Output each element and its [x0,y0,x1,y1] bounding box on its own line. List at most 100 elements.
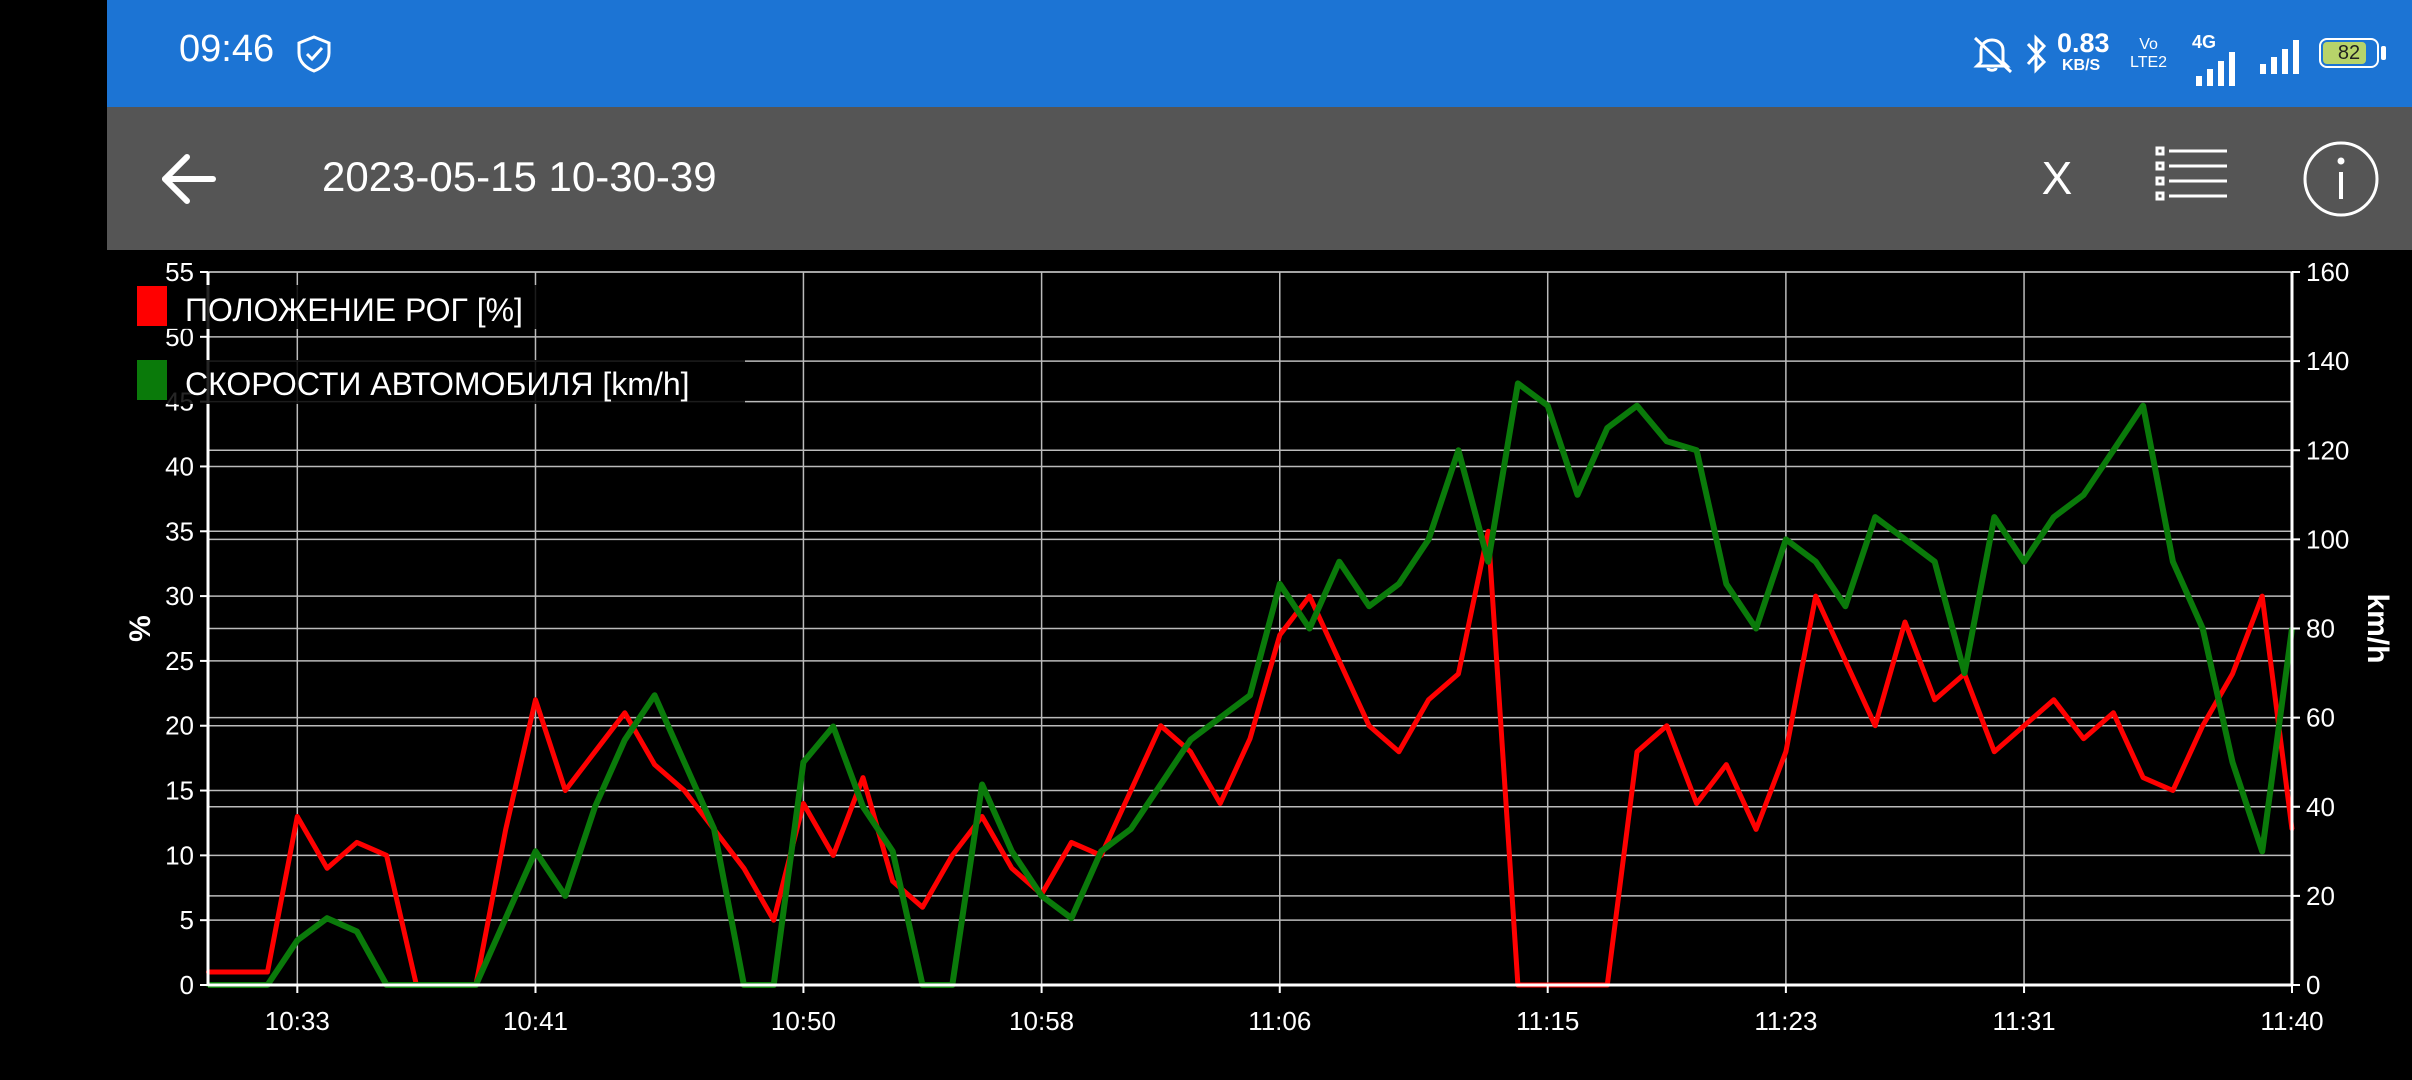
right-tick-label: 60 [2306,703,2335,733]
status-icons: 0.83 KB/S Vo LTE2 4G 82 [1812,0,2412,107]
data-point-red [2200,723,2205,728]
x-tick-label: 11:23 [1754,1006,1817,1036]
right-tick-label: 80 [2306,614,2335,644]
close-button[interactable]: X [2041,152,2073,204]
data-point-green [890,849,895,854]
data-point-green [1486,559,1491,564]
series-layer [206,380,2295,988]
data-point-green [325,916,330,921]
data-point-red [1694,801,1699,806]
volte-bottom: LTE2 [2130,54,2168,71]
chart-area[interactable]: 0510152025303540455055020406080100120140… [0,250,2412,1080]
data-point-green [1635,403,1639,408]
back-arrow-icon [162,154,216,204]
back-button[interactable] [157,147,221,211]
battery-cap [2381,46,2386,60]
data-point-green [1575,492,1580,497]
data-point-green [1813,559,1818,564]
data-point-red [503,827,508,832]
data-point-green [295,938,300,943]
data-point-green [1694,448,1699,453]
data-point-red [1158,723,1163,728]
x-tick-label: 11:31 [1992,1006,2055,1036]
data-point-red [1486,529,1491,534]
x-tick-label: 11:06 [1248,1006,1311,1036]
data-point-red [1724,762,1729,767]
legend: ПОЛОЖЕНИЕ РОГ [%] СКОРОСТИ АВТОМОБИЛЯ [k… [135,285,745,404]
left-tick-label: 0 [180,970,194,1000]
left-tick-label: 5 [180,905,194,935]
right-tick-label: 40 [2306,792,2335,822]
data-point-green [1754,626,1759,631]
data-point-green [2051,515,2056,520]
data-point-red [980,814,985,819]
data-point-red [801,801,806,806]
left-tick-label: 40 [165,451,194,481]
x-tick-label: 10:33 [265,1006,330,1036]
data-point-red [890,879,895,884]
left-tick-label: 35 [165,516,194,546]
data-point-green [2230,760,2235,765]
net-speed-unit: KB/S [2062,57,2101,74]
battery-level: 82 [2337,42,2361,64]
battery-icon: 82 [2319,38,2379,68]
right-tick-label: 20 [2306,881,2335,911]
data-point-green [1962,671,1967,676]
data-point-red [920,905,925,910]
data-point-red [1396,749,1401,754]
data-point-red [771,918,776,923]
data-point-red [1754,827,1759,832]
legend-label-red: ПОЛОЖЕНИЕ РОГ [%] [185,292,523,328]
data-point-red [652,762,657,767]
data-point-red [2051,697,2056,702]
data-point-red [2111,710,2116,715]
volte-indicator: Vo LTE2 [2130,36,2167,72]
data-point-red [1873,723,1878,728]
data-point-green [861,804,865,809]
data-point-red [831,853,836,858]
data-point-green [2022,559,2027,564]
data-point-green [1307,626,1312,631]
data-point-red [295,814,300,819]
left-axis-title: % [124,615,157,642]
legend-item-bg [135,360,745,404]
info-button[interactable] [2301,139,2381,219]
data-point-red [1218,801,1223,806]
data-point-red [563,788,568,793]
data-point-green [1218,715,1223,720]
data-point-red [1783,749,1788,754]
legend-swatch-red [137,286,167,326]
net-speed-value: 0.83 [2057,28,2110,58]
axes: 0510152025303540455055020406080100120140… [165,257,2349,1036]
data-point-red [861,775,865,780]
left-tick-label: 15 [165,776,194,806]
mute-icon [1967,34,2017,78]
data-point-green [1277,581,1282,586]
data-point-red [950,853,955,858]
data-point-green [1158,782,1163,787]
data-point-green [652,693,657,698]
series-line-red [208,528,2295,988]
file-title: 2023-05-15 10-30-39 [322,153,717,200]
data-point-green [801,760,806,765]
data-point-red [1932,697,1937,702]
list-icon [2155,146,2227,201]
data-point-green [2111,448,2116,453]
data-point-red [2081,736,2086,741]
legend-label-green: СКОРОСТИ АВТОМОБИЛЯ [km/h] [185,366,690,402]
data-point-red [622,710,627,715]
data-point-green [1009,849,1014,854]
series-line-green [208,380,2295,988]
data-point-green [1128,827,1133,831]
chart-svg: 0510152025303540455055020406080100120140… [124,257,2394,1036]
battery-fill [2323,42,2366,64]
data-point-green [2260,849,2265,854]
data-point-red [1248,736,1252,741]
data-point-green [2141,403,2146,408]
data-point-green [1099,849,1104,854]
list-button[interactable] [2155,145,2229,205]
data-point-red [1307,594,1312,599]
toolbar: 2023-05-15 10-30-39 X [107,107,2412,250]
data-point-red [354,840,359,845]
status-bar: 09:46 0.83 KB/S Vo LTE2 4G [107,0,2412,107]
